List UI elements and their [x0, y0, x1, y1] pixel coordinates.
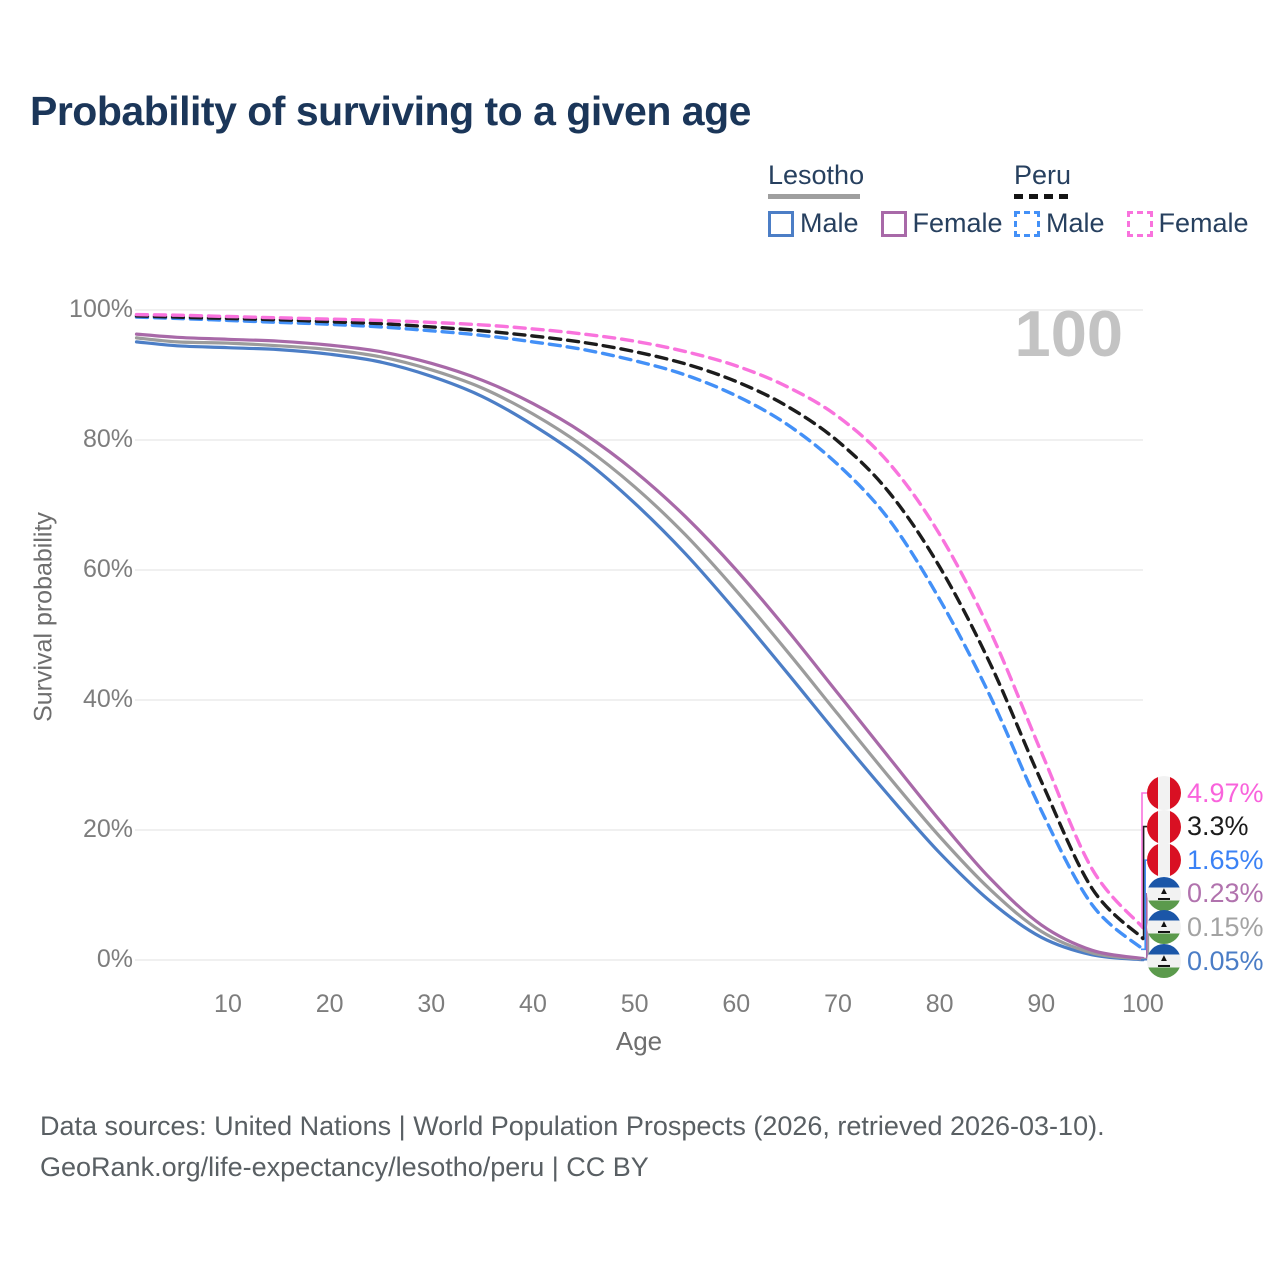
footer: Data sources: United Nations | World Pop…	[40, 1106, 1105, 1188]
x-tick-label: 70	[824, 990, 852, 1018]
end-label-peru_male: 1.65%	[1147, 843, 1264, 878]
legend-item-lesotho-male[interactable]: Male	[768, 208, 859, 239]
end-label-value: 0.05%	[1187, 945, 1264, 976]
y-tick-label: 60%	[82, 555, 133, 583]
peru-male-swatch-icon	[1014, 210, 1040, 237]
y-tick-label: 40%	[82, 685, 133, 713]
x-tick-label: 10	[214, 990, 242, 1018]
x-tick-label: 90	[1027, 990, 1056, 1018]
legend-item-label: Male	[800, 208, 859, 238]
series-line-lesotho_female	[134, 332, 1145, 961]
y-tick-label: 100%	[69, 295, 133, 323]
lesotho-flag-icon: ▲	[1147, 944, 1181, 978]
lesotho-flag-icon: ▲	[1147, 876, 1181, 911]
end-label-connector	[1141, 859, 1147, 951]
lesotho-female-swatch-icon	[880, 210, 907, 237]
mokorotlo-hat-icon: ▲	[1158, 886, 1170, 900]
lesotho-flag-icon: ▲	[1147, 910, 1181, 945]
x-tick-label: 60	[722, 990, 751, 1018]
x-axis-title: Age	[615, 1026, 663, 1056]
legend-lesotho-title: Lesotho	[768, 160, 865, 190]
y-tick-label: 0%	[96, 945, 133, 973]
mokorotlo-hat-icon: ▲	[1158, 920, 1170, 934]
age-counter-watermark: 100	[1014, 297, 1123, 370]
peru-flag-icon	[1147, 809, 1181, 844]
y-tick-label: 80%	[82, 425, 133, 453]
lesotho-total-line-swatch-icon	[768, 194, 860, 199]
x-tick-label: 100	[1122, 990, 1164, 1018]
series-line-lesotho_total	[134, 336, 1145, 961]
legend-item-label: Female	[912, 208, 1003, 238]
end-label-value: 1.65%	[1187, 844, 1264, 875]
end-label-lesotho_female: ▲ 0.23%	[1147, 876, 1264, 911]
legend-item-label: Female	[1158, 208, 1249, 238]
series-line-peru_female	[134, 312, 1145, 930]
end-label-lesotho_total: ▲ 0.15%	[1147, 910, 1264, 945]
x-tick-label: 20	[315, 990, 344, 1018]
legend-item-peru-male[interactable]: Male	[1014, 208, 1105, 239]
end-label-value: 4.97%	[1187, 777, 1264, 808]
end-label-peru_female: 4.97%	[1147, 776, 1264, 810]
x-tick-label: 30	[417, 990, 446, 1018]
legend-item-peru-female[interactable]: Female	[1126, 208, 1249, 239]
end-label-peru_total: 3.3%	[1147, 809, 1249, 844]
end-label-connector	[1141, 792, 1147, 929]
peru-flag-icon	[1147, 776, 1181, 810]
legend-group-lesotho: Lesotho Male Female	[768, 160, 1003, 239]
peru-flag-icon	[1147, 843, 1181, 878]
x-tick-label: 50	[620, 990, 649, 1018]
lesotho-male-swatch-icon	[768, 210, 794, 237]
page-title: Probability of surviving to a given age	[30, 88, 751, 134]
legend-group-peru: Peru Male Female	[1014, 160, 1249, 239]
end-label-value: 0.15%	[1187, 911, 1264, 942]
series-line-peru_male	[134, 315, 1145, 951]
y-tick-label: 20%	[82, 815, 133, 843]
x-tick-label: 40	[519, 990, 547, 1018]
legend-peru-title: Peru	[1014, 160, 1072, 190]
data-sources-line: Data sources: United Nations | World Pop…	[40, 1111, 1105, 1141]
end-label-connector	[1141, 825, 1147, 940]
legend-item-label: Male	[1046, 208, 1105, 238]
series-line-peru_total	[134, 314, 1145, 941]
series-line-lesotho_male	[134, 340, 1145, 962]
end-label-lesotho_male: ▲ 0.05%	[1147, 944, 1264, 978]
peru-female-swatch-icon	[1126, 210, 1153, 237]
mokorotlo-hat-icon: ▲	[1158, 953, 1170, 967]
x-tick-label: 80	[925, 990, 954, 1018]
legend-lesotho-header[interactable]: Lesotho	[768, 160, 1003, 199]
end-label-value: 3.3%	[1187, 811, 1249, 842]
attribution-line: GeoRank.org/life-expectancy/lesotho/peru…	[40, 1152, 649, 1182]
end-label-value: 0.23%	[1187, 878, 1264, 909]
legend-peru-header[interactable]: Peru	[1014, 160, 1249, 199]
legend-item-lesotho-female[interactable]: Female	[880, 208, 1003, 239]
peru-total-line-swatch-icon	[1014, 194, 1070, 199]
